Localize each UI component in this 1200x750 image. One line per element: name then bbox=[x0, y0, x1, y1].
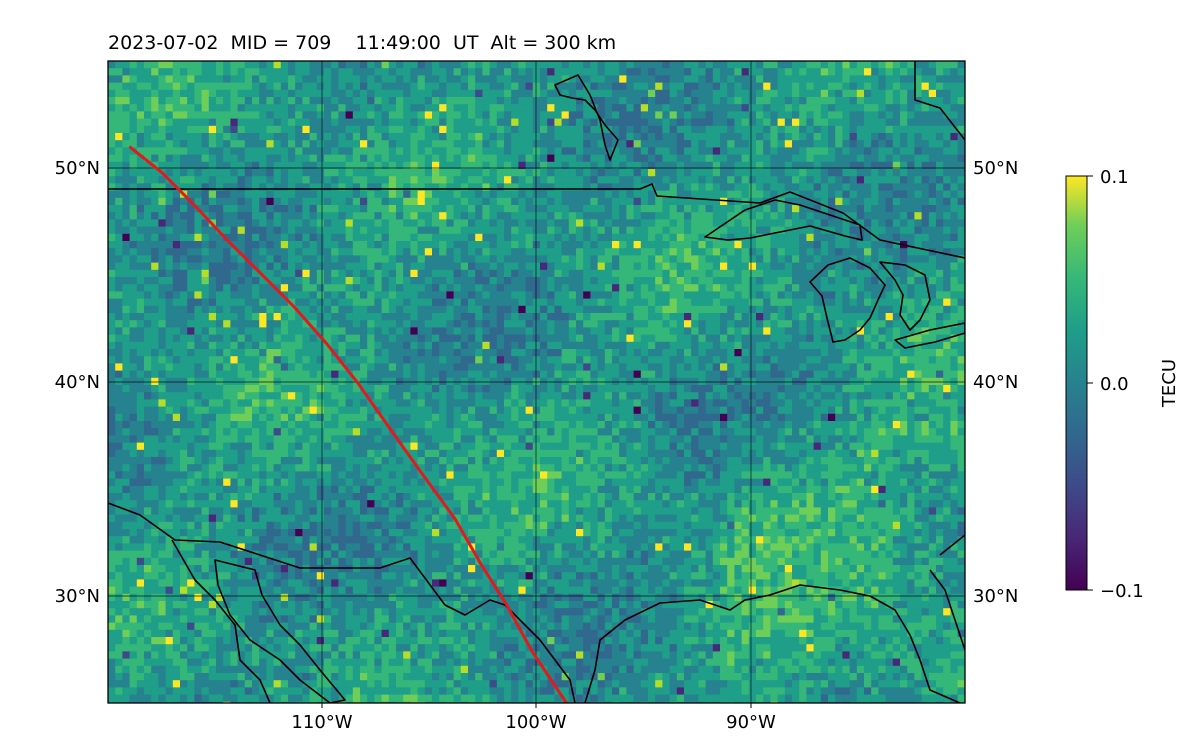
us-mexico-border bbox=[108, 502, 521, 621]
lake-michigan bbox=[809, 257, 886, 343]
colorbar-tick-label: 0.1 bbox=[1100, 167, 1129, 188]
lon-tick-label: 90°W bbox=[726, 712, 776, 733]
track-line bbox=[128, 145, 568, 703]
lat-tick-label: 30°N bbox=[55, 586, 100, 607]
lon-tick-label: 100°W bbox=[505, 712, 566, 733]
colorbar-tick-label: −0.1 bbox=[1100, 581, 1144, 602]
latitude-axis-right: 50°N 40°N 30°N bbox=[973, 158, 1018, 607]
tec-heatmap bbox=[108, 61, 965, 703]
colorbar-tick-label: 0.0 bbox=[1100, 374, 1129, 395]
florida-coast bbox=[929, 534, 965, 651]
coastlines-borders bbox=[108, 61, 965, 703]
lake-superior bbox=[704, 199, 863, 241]
plot-title: 2023-07-02 MID = 709 11:49:00 UT Alt = 3… bbox=[108, 32, 616, 54]
gulf-coast-north bbox=[584, 584, 961, 703]
lat-tick-label: 30°N bbox=[973, 586, 1018, 607]
longitude-axis: 110°W 100°W 90°W bbox=[291, 703, 776, 733]
latitude-axis-left: 50°N 40°N 30°N bbox=[55, 158, 100, 607]
gulf-coast bbox=[519, 619, 576, 703]
colorbar-gradient bbox=[1065, 175, 1088, 591]
mexico-west-coast bbox=[171, 539, 271, 703]
lat-tick-label: 50°N bbox=[55, 158, 100, 179]
lat-tick-label: 40°N bbox=[973, 372, 1018, 393]
lake-huron bbox=[879, 261, 931, 331]
lon-tick-label: 110°W bbox=[291, 712, 352, 733]
us-canada-border bbox=[108, 183, 965, 259]
graticule bbox=[108, 61, 965, 703]
lake-erie-ontario bbox=[894, 322, 965, 349]
colorbar-label: TECU bbox=[1159, 359, 1180, 408]
lat-tick-label: 40°N bbox=[55, 372, 100, 393]
lat-tick-label: 50°N bbox=[973, 158, 1018, 179]
tec-map bbox=[108, 61, 965, 703]
arctic-coast-east bbox=[914, 61, 965, 141]
colorbar: 0.1 0.0 −0.1 TECU bbox=[1065, 167, 1180, 602]
hudson-coast bbox=[554, 74, 619, 161]
baja-california bbox=[214, 559, 346, 703]
